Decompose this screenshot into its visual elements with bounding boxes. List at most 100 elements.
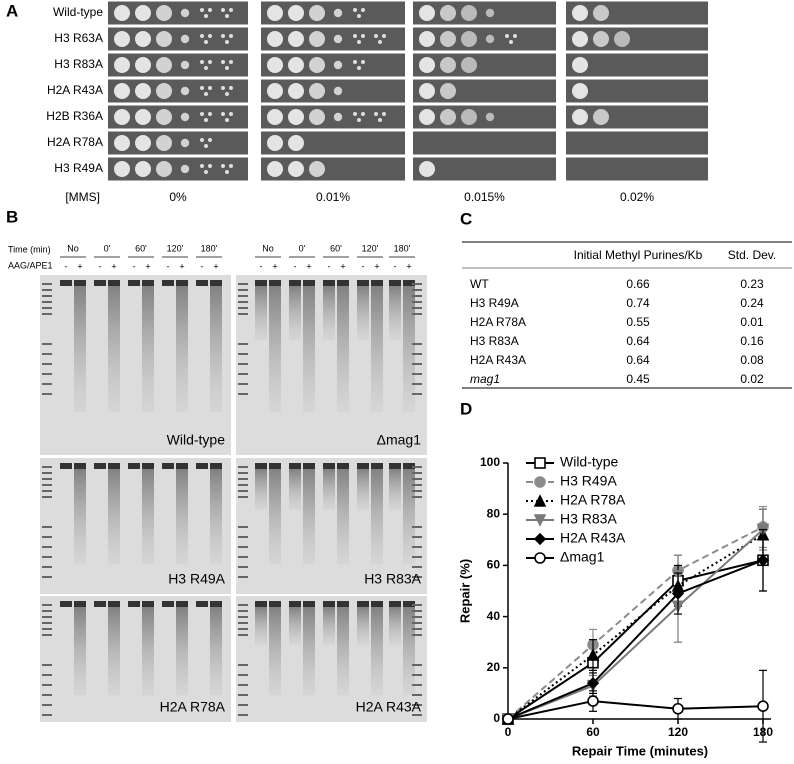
colony [353, 112, 357, 116]
colony [382, 112, 386, 116]
colony-spot [156, 5, 172, 21]
colony-spot [288, 57, 304, 73]
gel-band [162, 601, 174, 607]
gel-smear [323, 607, 335, 645]
colony [200, 60, 204, 64]
colony-spot [114, 135, 130, 151]
colony-spot [485, 8, 495, 18]
colony [513, 34, 517, 38]
table-cell: 0.66 [626, 277, 650, 291]
colony-spot [135, 109, 151, 125]
colony-spot [180, 60, 190, 70]
legend-label: Wild-type [560, 454, 619, 470]
gel-smear [269, 286, 281, 412]
colony [361, 112, 365, 116]
colony-spot [333, 34, 343, 44]
ladder-band [412, 496, 422, 498]
colony [357, 14, 361, 18]
gel-smear [323, 286, 335, 340]
colony-spot [440, 31, 456, 47]
ladder-band [412, 301, 422, 303]
treatment-state: - [65, 261, 68, 271]
y-tick-label: 60 [487, 558, 501, 572]
gel-band [74, 463, 86, 469]
colony-spot [440, 83, 456, 99]
colony-spot [267, 31, 283, 47]
gel-band [142, 601, 154, 607]
gel-smear [108, 286, 120, 412]
gel-band [403, 601, 415, 607]
ladder-band [412, 616, 422, 618]
colony-spot [267, 109, 283, 125]
time-point: No [262, 243, 274, 253]
treatment-state: + [306, 261, 311, 271]
colony [204, 14, 208, 18]
colony-spot [485, 112, 495, 122]
gel-smear [323, 469, 335, 510]
legend-label: H3 R83A [560, 511, 617, 527]
colony-spot [135, 161, 151, 177]
colony [361, 60, 365, 64]
colony-spot [267, 83, 283, 99]
colony [200, 164, 204, 168]
marker [757, 700, 769, 713]
ladder-band [412, 694, 422, 696]
ladder-band [238, 283, 248, 285]
treatment-state: + [406, 261, 411, 271]
colony-spot [156, 109, 172, 125]
gel-band [74, 601, 86, 607]
ladder-band [412, 484, 422, 486]
plate-strip [566, 53, 708, 77]
time-point: 0' [104, 243, 111, 253]
gel-band [389, 601, 401, 607]
colony-spot [309, 57, 325, 73]
ladder-band [238, 295, 248, 297]
gel-band [337, 280, 349, 286]
time-label: Time (min) [8, 244, 51, 254]
table-header: Initial Methyl Purines/Kb [574, 248, 703, 262]
ladder-band [238, 478, 248, 480]
ladder-band [238, 496, 248, 498]
colony-spot [156, 31, 172, 47]
colony-spot [267, 57, 283, 73]
ladder-band [238, 704, 248, 706]
colony-spot [440, 57, 456, 73]
ladder-band [412, 714, 422, 716]
gel-smear [403, 607, 415, 696]
gel-smear [74, 286, 86, 412]
ladder-band [238, 301, 248, 303]
series-line [507, 700, 764, 720]
ladder-band [42, 546, 52, 548]
treatment-state: - [99, 261, 102, 271]
gel-band [196, 463, 208, 469]
treatment-state: + [77, 261, 82, 271]
panel-label: C [460, 209, 472, 228]
time-point: 60' [135, 243, 147, 253]
gel-band [108, 601, 120, 607]
ladder-band [42, 466, 52, 468]
table-cell: H3 R83A [470, 334, 519, 348]
colony-spot [135, 83, 151, 99]
plate-strip [566, 131, 708, 155]
ladder-band [238, 566, 248, 568]
ladder-band [42, 363, 52, 365]
gel-smear [337, 286, 349, 412]
ladder-band [412, 634, 422, 636]
colony-spot [180, 34, 190, 44]
colony-spot [419, 83, 435, 99]
ladder-band [42, 576, 52, 578]
colony [353, 34, 357, 38]
colony [353, 60, 357, 64]
colony-spot [180, 8, 190, 18]
strain-label: H2A R43A [47, 83, 103, 97]
ladder-band [42, 616, 52, 618]
table-cell: 0.64 [626, 353, 650, 367]
colony-spot [419, 5, 435, 21]
ladder-band [42, 313, 52, 315]
gel-band [337, 463, 349, 469]
ladder-band [238, 610, 248, 612]
gel-band [371, 463, 383, 469]
colony-spot [114, 5, 130, 21]
ladder-band [238, 490, 248, 492]
gel-smear [337, 607, 349, 696]
